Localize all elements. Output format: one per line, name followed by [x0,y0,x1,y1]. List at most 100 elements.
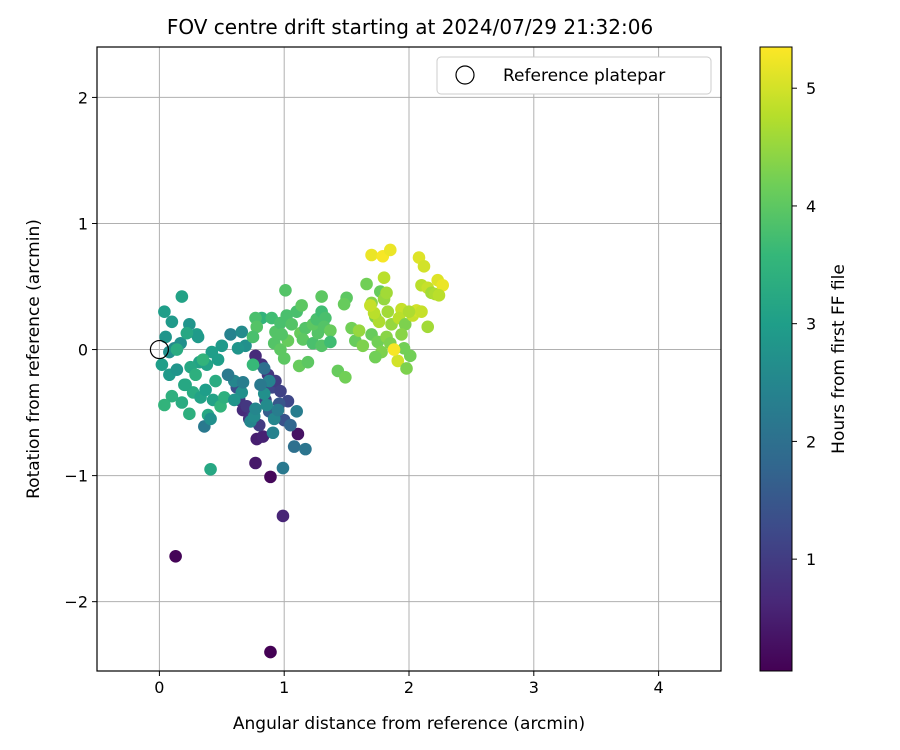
colorbar-tick-label: 1 [806,550,816,569]
scatter-point [183,407,196,421]
scatter-point [217,391,231,404]
scatter-point [417,260,431,273]
y-axis-label: Rotation from reference (arcmin) [24,219,44,499]
x-axis-ticks: 0 1 2 3 4 [154,671,664,697]
scatter-point [365,248,378,262]
scatter-point [315,290,328,303]
scatter-point [260,398,274,412]
colorbar-label: Hours from first FF file [829,264,849,454]
scatter-point [158,398,171,412]
scatter-point [421,320,435,334]
scatter-point [165,389,179,403]
scatter-point [324,324,337,337]
scatter-point [196,353,210,366]
legend: Reference platepar [436,56,712,95]
scatter-point [391,354,405,368]
scatter-point [276,461,290,475]
colorbar-tick-label: 3 [806,315,816,334]
scatter-point [277,352,291,365]
scatter-point [158,305,171,319]
scatter-point [279,283,292,297]
scatter-point [191,330,205,344]
scatter-point [165,315,179,329]
scatter-point [221,368,235,382]
scatter-point [274,384,287,398]
scatter-point [296,333,310,346]
scatter-point [254,378,267,392]
scatter-point [215,339,229,353]
scatter-point [339,370,352,384]
scatter-point [180,326,194,340]
scatter-point [395,328,408,341]
scatter-point [257,362,271,375]
scatter-point [211,353,225,366]
colorbar [759,46,793,672]
scatter-point [170,363,184,377]
scatter-point [199,383,212,397]
x-tick-label: 3 [529,678,539,697]
scatter-point [381,305,395,319]
scatter-point [415,305,428,319]
scatter-point [284,418,297,432]
scatter-point [271,403,285,417]
scatter-point [175,290,189,303]
scatter-point [249,402,262,416]
y-tick-label: −2 [64,593,88,612]
legend-reference-label: Reference platepar [503,66,665,86]
scatter-point [204,463,217,476]
scatter-point [159,330,172,344]
scatter-point [264,470,277,484]
scatter-point [337,297,351,311]
scatter-point [402,305,416,319]
scatter-point [377,271,391,284]
scatter-point [175,396,189,409]
scatter-point [356,339,370,353]
scatter-point [266,426,280,440]
legend-reference-marker [455,65,475,85]
scatter-point [436,278,449,292]
reference-marker-group [149,339,169,360]
scatter-point [224,328,237,341]
colorbar-ticks: 1 2 3 4 5 [792,79,816,569]
scatter-point [275,328,289,341]
scatter-point [179,378,192,392]
x-tick-label: 4 [654,678,664,697]
colorbar-tick-label: 5 [806,79,816,98]
y-tick-label: −1 [64,467,88,486]
y-tick-label: 1 [78,214,88,233]
scatter-point [249,456,262,470]
colorbar-tick-label: 2 [806,432,816,451]
scatter-point [276,509,290,523]
scatter-point [432,289,446,302]
colorbar-tick-label: 4 [806,197,816,216]
scatter-point [236,376,250,389]
reference-marker [149,339,169,360]
y-tick-label: 2 [78,88,88,107]
scatter-point [301,355,315,369]
scatter-point [170,343,184,356]
scatter-point [383,243,397,257]
scatter-point [264,645,277,659]
x-tick-label: 2 [404,678,414,697]
scatter-point [227,393,241,407]
scatter-point [246,330,260,344]
scatter-point [403,349,417,363]
chart-title: FOV centre drift starting at 2024/07/29 … [167,15,653,39]
x-tick-label: 1 [279,678,289,697]
scatter-points [155,243,449,659]
scatter-point [246,358,260,371]
scatter-point [360,277,373,291]
plot-grid [97,47,721,671]
y-axis-ticks: −2 −1 0 1 2 [64,88,97,612]
scatter-point [291,427,305,441]
scatter-point [400,362,413,375]
scatter-point [295,299,308,312]
scatter-point [189,368,202,382]
scatter-point [364,299,377,312]
scatter-point [209,374,222,388]
scatter-point [369,350,382,364]
y-tick-label: 0 [78,341,88,360]
scatter-point [380,286,393,300]
x-axis-label: Angular distance from reference (arcmin) [233,714,585,734]
